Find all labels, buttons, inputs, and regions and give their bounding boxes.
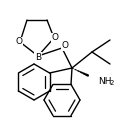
Text: 2: 2	[110, 80, 114, 86]
Text: O: O	[61, 42, 68, 50]
Text: O: O	[15, 37, 22, 46]
Text: B: B	[35, 52, 41, 62]
Text: O: O	[51, 33, 59, 43]
Text: NH: NH	[98, 77, 112, 86]
